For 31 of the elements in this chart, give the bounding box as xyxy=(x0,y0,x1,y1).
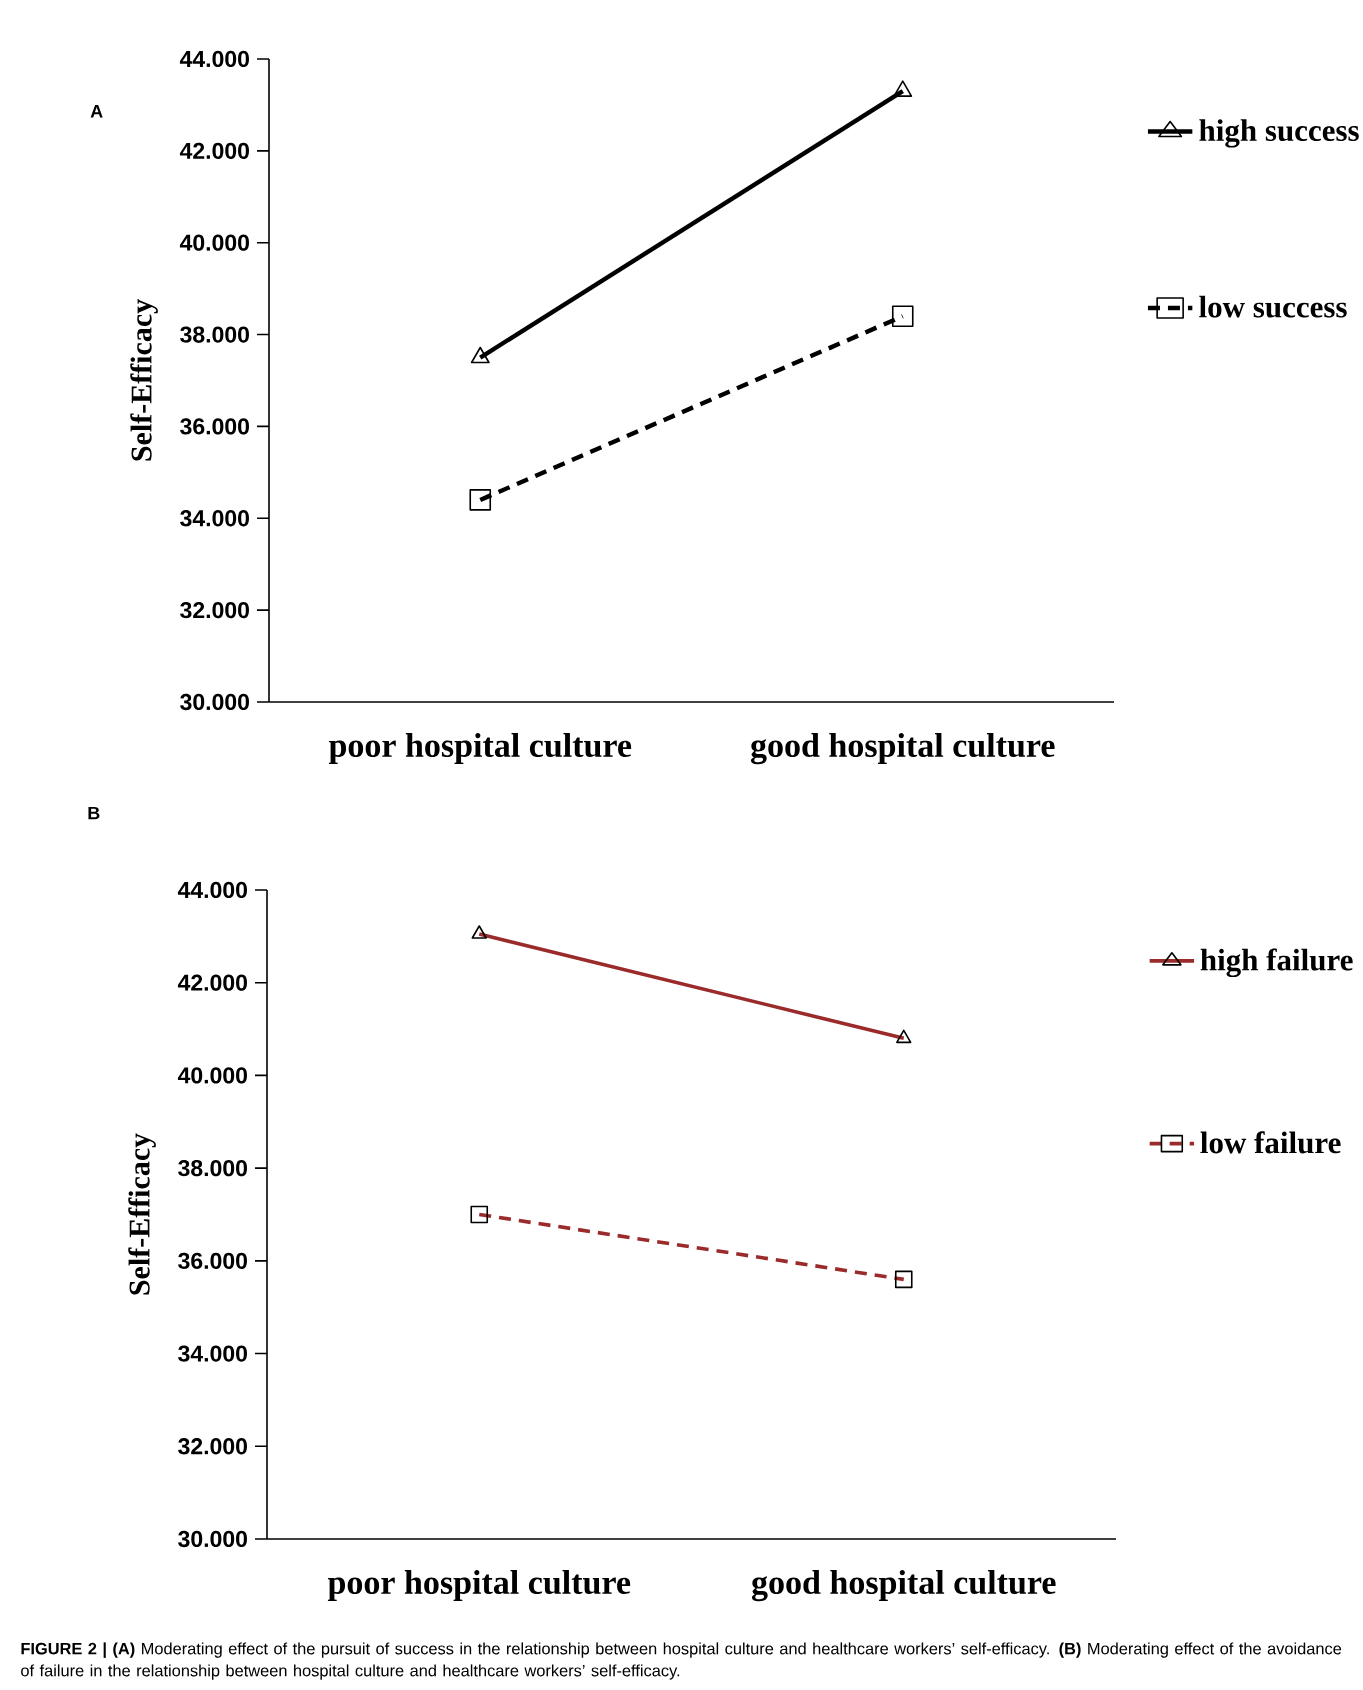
y-tick-label: 40.000 xyxy=(177,1067,247,1084)
y-tick-label: 44.000 xyxy=(179,50,249,68)
y-tick-label: 34.000 xyxy=(178,1345,247,1362)
x-tick-label: good hospital culture xyxy=(751,1570,1056,1602)
legend-label: high success xyxy=(1199,119,1359,148)
legend-label: low failure xyxy=(1200,1131,1341,1154)
y-tick-label: 34.000 xyxy=(180,510,249,527)
point xyxy=(469,489,492,511)
y-tick-label: 44.000 xyxy=(177,881,247,899)
point xyxy=(891,305,914,327)
text: B xyxy=(88,806,100,820)
y-tick-label: 36.000 xyxy=(180,418,249,435)
y-tick-label: 36.000 xyxy=(178,1252,247,1269)
x-tick-label: poor hospital culture xyxy=(327,1570,631,1601)
y-tick-label: 32.000 xyxy=(178,1438,247,1455)
y-tick-label: 38.000 xyxy=(178,1159,247,1177)
x-tick-label: poor hospital culture xyxy=(328,733,632,764)
legend-label: high failure xyxy=(1200,948,1353,978)
y-tick-label: 38.000 xyxy=(180,326,249,343)
x-tick-label: good hospital culture xyxy=(750,733,1055,765)
y-axis-title: Self-Efficacy xyxy=(130,299,158,461)
legend-label: low success xyxy=(1199,295,1347,318)
y-tick-label: 30.000 xyxy=(178,1530,247,1548)
y-axis-title: Self-Efficacy xyxy=(128,1133,156,1295)
y-tick-label: 42.000 xyxy=(177,974,247,991)
text: A xyxy=(90,105,103,118)
y-tick-label: 30.000 xyxy=(180,693,249,711)
y-tick-label: 40.000 xyxy=(179,234,249,251)
text: FIGURE 2 | (A) Moderating effect of the pursuit of success in the relationship between hospital culture and healthcare workers’ self-efficacy. (B) Moderating effect of the avoidance of failure in the relationship between hospital culture and healthcare workers’ self-efficacy. xyxy=(21,1642,1342,1680)
y-tick-label: 32.000 xyxy=(180,601,249,619)
y-tick-label: 42.000 xyxy=(179,142,249,159)
